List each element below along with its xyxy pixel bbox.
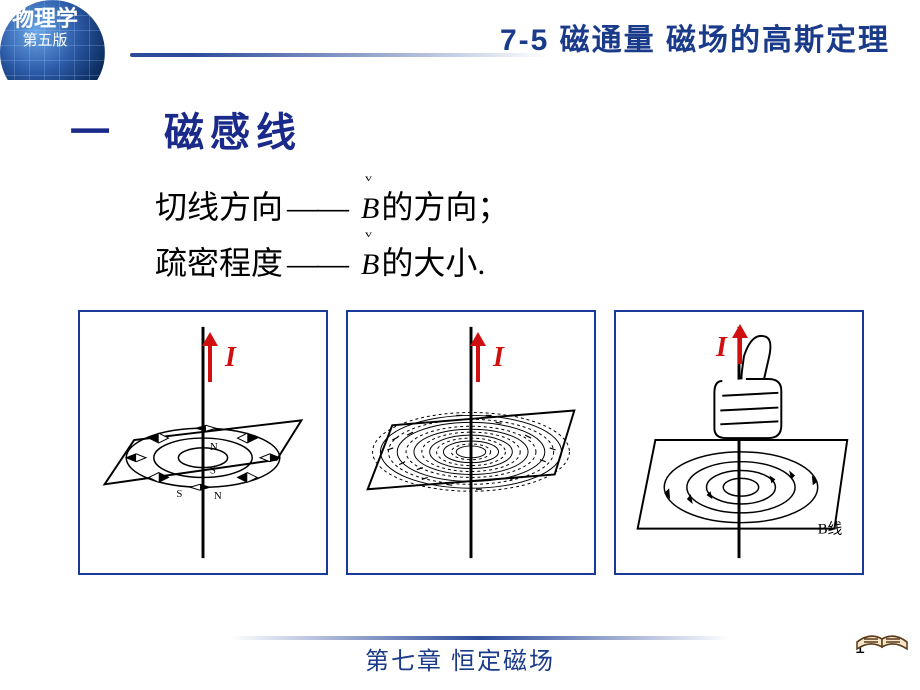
figure-row: I	[78, 310, 864, 575]
figure-1-svg: N S S N	[80, 312, 326, 573]
dash: ——	[287, 189, 347, 225]
b-vector: B	[361, 234, 379, 290]
current-arrow	[738, 334, 742, 364]
badge-text: 物理学 第五版	[12, 6, 78, 51]
dash: ——	[287, 245, 347, 281]
figure-2: I	[346, 310, 596, 575]
footer-chapter: 第七章 恒定磁场	[0, 641, 920, 676]
current-arrow	[476, 342, 480, 382]
figure-3: I	[614, 310, 864, 575]
corner-badge: 物理学 第五版	[0, 0, 130, 80]
slide-header: 物理学 第五版 7-5 磁通量 磁场的高斯定理	[0, 0, 920, 56]
text-magnitude: 的大小.	[381, 245, 485, 281]
badge-title: 物理学	[12, 6, 78, 31]
svg-text:B线: B线	[818, 521, 843, 538]
current-label: I	[716, 332, 727, 364]
title-underline	[130, 53, 890, 57]
book-icon	[852, 607, 912, 652]
svg-text:N: N	[214, 490, 222, 502]
heading-text: 磁感线	[164, 110, 302, 155]
body-line-2: 疏密程度—— B的大小.	[155, 234, 870, 290]
heading-1: 一 磁感线	[70, 100, 870, 158]
content-area: 一 磁感线 切线方向—— B的方向； 疏密程度—— B的大小.	[70, 100, 870, 290]
body-line-1: 切线方向—— B的方向；	[155, 178, 870, 234]
current-arrow	[208, 342, 212, 382]
current-label: I	[225, 342, 236, 374]
text-tangent: 切线方向	[155, 189, 283, 225]
current-label: I	[493, 342, 504, 374]
b-vector: B	[361, 178, 379, 234]
heading-number: 一	[70, 110, 116, 155]
svg-text:N: N	[210, 441, 218, 453]
svg-text:S: S	[176, 488, 182, 500]
text-direction: 的方向；	[381, 189, 509, 225]
figure-1: I	[78, 310, 328, 575]
svg-text:S: S	[210, 464, 216, 476]
body-text: 切线方向—— B的方向； 疏密程度—— B的大小.	[155, 178, 870, 290]
footer-rule	[230, 636, 730, 640]
badge-subtitle: 第五版	[12, 33, 78, 50]
figure-2-svg	[348, 312, 594, 573]
text-density: 疏密程度	[155, 245, 283, 281]
